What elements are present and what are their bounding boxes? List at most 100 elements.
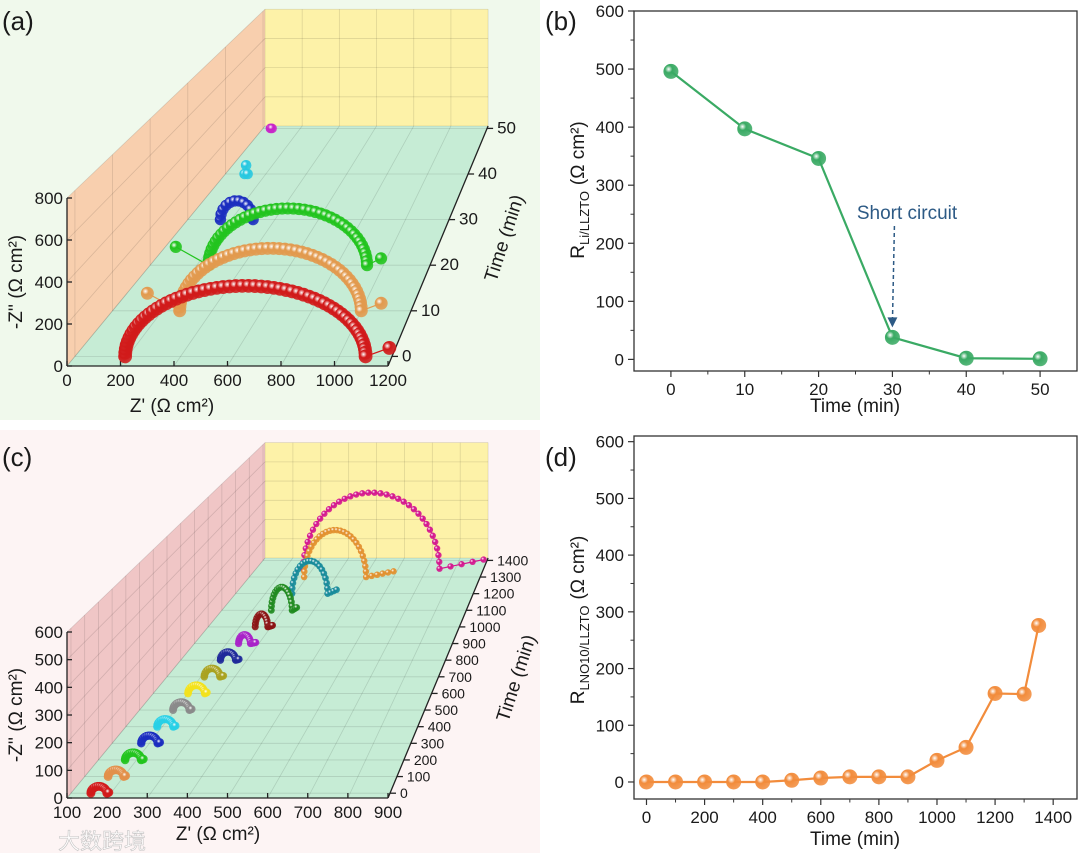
data-point — [333, 586, 340, 594]
data-point — [252, 638, 260, 647]
data-point — [884, 329, 900, 345]
data-point — [389, 493, 396, 500]
data-point — [362, 573, 370, 581]
y-tick-label: 400 — [596, 118, 624, 137]
left-wall-gridline — [66, 8, 266, 199]
data-point — [335, 498, 343, 505]
time-tick-label: 400 — [428, 719, 452, 735]
panel-c-3d-nyquist: 100 200 300 400 500 600 700 800 9000100200300400… — [35, 442, 528, 822]
data-point — [359, 490, 366, 497]
data-point — [436, 565, 443, 572]
data-point — [354, 304, 368, 318]
time-tick-label: 1400 — [497, 552, 528, 568]
data-point — [419, 515, 426, 522]
series-800min — [216, 648, 243, 664]
panel-b-ylabel: RLi/LLZTO (Ω cm²) — [568, 121, 592, 258]
series-1000min — [251, 610, 277, 631]
y-tick-label: 300 — [596, 603, 624, 622]
data-point — [140, 286, 154, 300]
time-tick-label: 700 — [449, 669, 473, 685]
time-tick-label: 600 — [442, 685, 466, 701]
data-point — [384, 569, 392, 576]
time-tick-label: 100 — [407, 769, 431, 785]
y-tick-label: 0 — [54, 789, 63, 808]
floor-gridline — [66, 125, 266, 367]
data-point — [390, 568, 397, 575]
time-tick-label: 800 — [455, 652, 479, 668]
time-tick-label: 10 — [421, 301, 440, 320]
panel-c-xlabel: Z' (Ω cm²) — [176, 824, 260, 845]
x-tick-label: 300 — [133, 803, 161, 822]
y-tick-label: 200 — [35, 315, 63, 334]
series-0min — [118, 278, 397, 364]
data-point — [958, 350, 974, 366]
annotation-arrow-line — [891, 225, 896, 324]
data-point — [362, 562, 369, 570]
x-tick-label: 30 — [883, 380, 902, 399]
data-point — [1032, 351, 1048, 367]
plot-frame — [633, 435, 1078, 800]
y-tick-label: 600 — [596, 2, 624, 21]
panel-a-ylabel: -Z'' (Ω cm²) — [6, 235, 27, 329]
data-point — [321, 510, 328, 517]
x-tick-label: 20 — [809, 380, 828, 399]
left-wall-gridline — [66, 557, 266, 799]
back-wall — [265, 9, 489, 127]
time-tick-label: 1300 — [490, 569, 521, 585]
data-point — [426, 526, 434, 533]
data-point — [423, 520, 430, 528]
data-point — [377, 490, 384, 497]
y-tick-label: 600 — [35, 623, 63, 642]
data-point — [429, 532, 436, 539]
series-200min — [120, 748, 148, 765]
series-900min — [234, 631, 260, 648]
data-point — [139, 754, 148, 764]
panel-b-ylabel-main: R — [568, 245, 589, 259]
left-wall-gridline — [66, 519, 266, 743]
data-point — [436, 558, 443, 566]
time-tick-label: 1200 — [483, 586, 514, 602]
series-400min — [153, 715, 180, 731]
data-point — [929, 752, 945, 768]
y-tick-label: 200 — [596, 660, 624, 679]
series-100min — [103, 765, 131, 781]
time-tick-label: 0 — [402, 346, 411, 365]
time-tick-label: 1000 — [469, 619, 500, 635]
time-tick-label: 300 — [421, 735, 445, 751]
data-point — [458, 560, 465, 568]
data-point — [361, 557, 368, 565]
data-point — [309, 526, 317, 533]
panel-a-xlabel: Z' (Ω cm²) — [130, 396, 214, 417]
series-500min — [169, 698, 196, 715]
panel-d-line-chart: 0 200 400 600 800 1000 1200 1400 0 100 200 300 400 50… — [596, 433, 1078, 827]
data-point — [268, 621, 277, 629]
data-point — [316, 515, 324, 522]
panel-d-ylabel-main: R — [568, 691, 589, 705]
data-point — [382, 341, 397, 355]
y-tick-label: 300 — [35, 706, 63, 725]
floor-gridline — [227, 557, 377, 799]
data-point — [379, 570, 386, 577]
left-wall-gridline — [66, 461, 266, 660]
time-tick-label: 50 — [497, 118, 516, 137]
x-tick-label: 400 — [749, 808, 777, 827]
left-wall-gridline — [66, 500, 266, 716]
x-tick-label: 1400 — [1034, 808, 1072, 827]
data-point — [330, 502, 338, 509]
panel-label-b: (b) — [545, 6, 577, 36]
x-tick-label: 1000 — [316, 371, 354, 390]
time-tick-label: 0 — [400, 785, 408, 801]
data-point — [304, 538, 311, 546]
data-point — [365, 489, 372, 496]
data-point — [755, 774, 771, 790]
time-axis — [387, 557, 489, 799]
data-point — [104, 787, 114, 797]
panel-b-xlabel: Time (min) — [810, 396, 900, 417]
watermark: 大数跨境 — [58, 829, 146, 853]
floor-gridline — [187, 557, 349, 799]
x-tick-label: 900 — [374, 803, 402, 822]
x-tick-label: 1200 — [369, 371, 407, 390]
x-tick-label: 500 — [213, 803, 241, 822]
